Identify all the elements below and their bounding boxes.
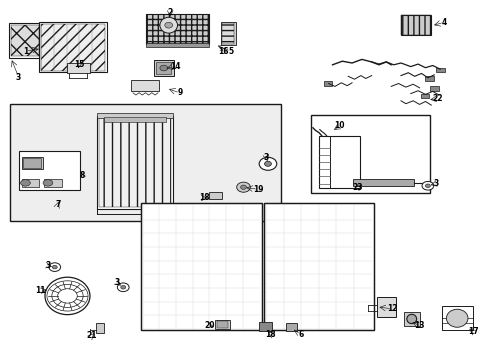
Ellipse shape <box>164 22 172 28</box>
Bar <box>209 192 222 199</box>
Text: 8: 8 <box>80 171 84 180</box>
Bar <box>9 23 41 58</box>
Bar <box>41 24 104 71</box>
Text: 6: 6 <box>298 330 303 338</box>
Ellipse shape <box>240 185 246 189</box>
Ellipse shape <box>446 309 467 327</box>
Bar <box>222 23 234 44</box>
Bar <box>217 321 227 328</box>
Bar <box>44 179 61 187</box>
Bar <box>376 297 395 317</box>
Bar <box>400 15 430 35</box>
Ellipse shape <box>406 314 416 324</box>
Text: 13: 13 <box>413 321 424 330</box>
Text: 11: 11 <box>35 287 45 295</box>
Bar <box>142 204 260 329</box>
Bar <box>145 14 209 44</box>
Bar <box>310 115 429 193</box>
Bar <box>221 22 235 45</box>
Ellipse shape <box>121 285 125 289</box>
Bar <box>323 81 331 86</box>
Text: 14: 14 <box>169 62 180 71</box>
Text: 9: 9 <box>177 88 182 97</box>
Text: 3: 3 <box>16 72 21 81</box>
Ellipse shape <box>425 184 429 188</box>
Text: 12: 12 <box>386 305 397 313</box>
Text: 20: 20 <box>203 321 214 330</box>
Ellipse shape <box>264 161 271 166</box>
Text: 3: 3 <box>115 279 120 287</box>
Bar <box>420 94 428 98</box>
Text: 10: 10 <box>334 122 345 130</box>
Bar <box>318 136 360 188</box>
Text: 3: 3 <box>264 153 268 162</box>
Bar <box>39 22 106 72</box>
Ellipse shape <box>259 157 276 170</box>
Ellipse shape <box>43 180 53 186</box>
Text: 23: 23 <box>352 184 363 192</box>
Bar <box>156 62 171 74</box>
Bar <box>10 104 281 221</box>
Bar <box>264 203 373 330</box>
Ellipse shape <box>421 181 433 190</box>
Ellipse shape <box>117 283 129 292</box>
Text: 16: 16 <box>217 46 228 55</box>
Ellipse shape <box>20 180 30 186</box>
Bar <box>435 68 444 72</box>
Bar <box>215 320 229 329</box>
Text: 15: 15 <box>74 60 84 69</box>
Bar <box>154 60 173 76</box>
Text: 3: 3 <box>433 179 438 188</box>
Text: 21: 21 <box>86 331 97 340</box>
Bar <box>429 86 438 91</box>
Text: 5: 5 <box>228 46 233 55</box>
Bar <box>97 116 172 209</box>
Text: 22: 22 <box>431 94 442 103</box>
Text: 2: 2 <box>167 8 172 17</box>
Text: 3: 3 <box>45 261 50 270</box>
Ellipse shape <box>236 182 250 192</box>
Bar <box>352 179 413 186</box>
Ellipse shape <box>52 265 57 269</box>
Bar <box>400 15 430 35</box>
Bar <box>285 323 297 331</box>
Bar <box>145 14 209 44</box>
Bar <box>264 203 373 330</box>
Bar <box>131 80 159 91</box>
Bar <box>141 203 262 330</box>
Bar <box>403 312 419 326</box>
Text: 4: 4 <box>441 18 446 27</box>
Bar <box>66 63 90 73</box>
Text: 18: 18 <box>265 330 276 338</box>
Bar <box>259 322 271 331</box>
Bar <box>97 113 172 118</box>
Bar <box>441 306 472 330</box>
Text: 7: 7 <box>55 200 60 209</box>
Ellipse shape <box>160 17 177 33</box>
Bar <box>145 43 209 47</box>
Text: 19: 19 <box>252 185 263 194</box>
Bar <box>11 25 39 56</box>
Bar <box>21 157 43 169</box>
Bar <box>103 117 165 122</box>
Bar <box>162 30 175 38</box>
Bar <box>265 204 371 329</box>
Text: 17: 17 <box>467 328 478 336</box>
Bar <box>141 203 262 330</box>
Text: 18: 18 <box>199 194 209 202</box>
Bar <box>21 179 39 187</box>
Ellipse shape <box>49 263 61 271</box>
Bar <box>99 117 170 207</box>
Bar <box>19 151 80 190</box>
Bar <box>425 76 433 81</box>
Ellipse shape <box>160 65 167 71</box>
Text: 1: 1 <box>23 46 28 55</box>
Bar <box>23 158 41 168</box>
Bar <box>96 323 103 333</box>
